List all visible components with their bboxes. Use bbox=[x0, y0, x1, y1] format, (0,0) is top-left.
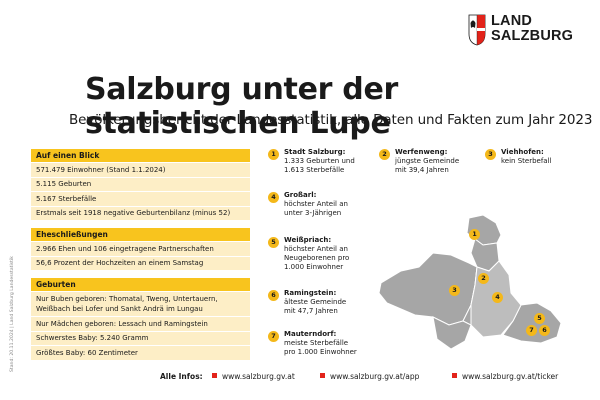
place-detail: 1.613 Sterbefälle bbox=[284, 166, 345, 174]
logo-line-2: SALZBURG bbox=[491, 28, 574, 44]
fact-row: 571.479 Einwohner (Stand 1.1.2024) bbox=[31, 163, 250, 178]
place-name: Werfenweng: bbox=[395, 148, 448, 156]
place-detail: pro 1.000 Einwohner bbox=[284, 348, 357, 356]
place-number-badge: 2 bbox=[379, 149, 390, 160]
map-region-pinzgau-south bbox=[432, 316, 472, 350]
place-detail: mit 47,7 Jahren bbox=[284, 307, 338, 315]
red-square-icon bbox=[212, 373, 217, 378]
place-name: Viehhofen: bbox=[501, 148, 544, 156]
fact-row: Schwerstes Baby: 5.240 Gramm bbox=[31, 331, 250, 346]
red-square-icon bbox=[452, 373, 457, 378]
fact-row: 56,6 Prozent der Hochzeiten an einem Sam… bbox=[31, 256, 250, 271]
map-marker-2: 2 bbox=[478, 273, 489, 284]
place-number-badge: 5 bbox=[268, 237, 279, 248]
land-salzburg-logo: LAND SALZBURG bbox=[468, 14, 588, 52]
place-detail: höchster Anteil an bbox=[284, 245, 348, 253]
place-detail: 1.000 Einwohner bbox=[284, 263, 344, 271]
map-marker-4: 4 bbox=[492, 292, 503, 303]
place-detail: kein Sterbefall bbox=[501, 157, 552, 165]
map-region-pinzgau bbox=[378, 252, 478, 326]
fact-row: 2.966 Ehen und 106 eingetragene Partners… bbox=[31, 242, 250, 257]
section-heading-overview: Auf einen Blick bbox=[31, 149, 250, 163]
place-detail: höchster Anteil an bbox=[284, 200, 348, 208]
coat-of-arms-icon bbox=[468, 14, 486, 46]
place-mauterndorf: 7 Mauterndorf: meiste Sterbefälle pro 1.… bbox=[268, 330, 357, 357]
place-grossarl: 4 Großarl: höchster Anteil an unter 3-Jä… bbox=[268, 191, 348, 218]
footer: Alle Infos: www.salzburg.gv.at www.salzb… bbox=[0, 371, 600, 383]
place-detail: Neugeborenen pro bbox=[284, 254, 350, 262]
place-name: Stadt Salzburg: bbox=[284, 148, 346, 156]
place-name: Mauterndorf: bbox=[284, 330, 337, 338]
place-name: Großarl: bbox=[284, 191, 317, 199]
state-outline-map bbox=[378, 214, 562, 350]
places-legend: 1 Stadt Salzburg: 1.333 Geburten und 1.6… bbox=[268, 148, 588, 368]
place-name: Weißpriach: bbox=[284, 236, 332, 244]
place-ramingstein: 6 Ramingstein: älteste Gemeinde mit 47,7… bbox=[268, 289, 346, 316]
place-number-badge: 1 bbox=[268, 149, 279, 160]
fact-row: 5.115 Geburten bbox=[31, 177, 250, 192]
place-number-badge: 7 bbox=[268, 331, 279, 342]
footer-link-ticker[interactable]: www.salzburg.gv.at/ticker bbox=[452, 371, 558, 383]
place-number-badge: 4 bbox=[268, 192, 279, 203]
logo-line-1: LAND bbox=[491, 13, 533, 29]
place-detail: jüngste Gemeinde bbox=[395, 157, 460, 165]
source-note: Stand: 20.11.2024 | Land Salzburg Landes… bbox=[10, 256, 15, 372]
map-marker-6: 6 bbox=[539, 325, 550, 336]
fact-row: Erstmals seit 1918 negative Geburtenbila… bbox=[31, 206, 250, 221]
footer-label: Alle Infos: bbox=[160, 372, 203, 381]
place-detail: älteste Gemeinde bbox=[284, 298, 347, 306]
place-detail: 1.333 Geburten und bbox=[284, 157, 355, 165]
place-detail: unter 3-Jährigen bbox=[284, 209, 342, 217]
place-name: Ramingstein: bbox=[284, 289, 337, 297]
fact-row: Nur Buben geboren: Thomatal, Tweng, Unte… bbox=[31, 292, 250, 317]
footer-link-app[interactable]: www.salzburg.gv.at/app bbox=[320, 371, 419, 383]
page-title: Salzburg unter der statistischen Lupe bbox=[85, 72, 398, 141]
place-viehhofen: 3 Viehhofen: kein Sterbefall bbox=[485, 148, 551, 166]
fact-row: 5.167 Sterbefälle bbox=[31, 192, 250, 207]
salzburg-map: 1 2 3 4 5 6 7 bbox=[371, 213, 571, 368]
map-marker-7: 7 bbox=[526, 325, 537, 336]
section-heading-marriages: Eheschließungen bbox=[31, 228, 250, 242]
section-heading-births: Geburten bbox=[31, 278, 250, 292]
map-marker-1: 1 bbox=[469, 229, 480, 240]
page-subtitle: Bevölkerungsbericht der Landesstatistik,… bbox=[69, 112, 593, 128]
place-detail: mit 39,4 Jahren bbox=[395, 166, 449, 174]
fact-row: Nur Mädchen geboren: Lessach und Ramings… bbox=[31, 317, 250, 332]
logo-wordmark: LAND SALZBURG bbox=[491, 14, 573, 44]
place-werfenweng: 2 Werfenweng: jüngste Gemeinde mit 39,4 … bbox=[379, 148, 459, 175]
red-square-icon bbox=[320, 373, 325, 378]
map-marker-3: 3 bbox=[449, 285, 460, 296]
place-number-badge: 6 bbox=[268, 290, 279, 301]
map-marker-5: 5 bbox=[534, 313, 545, 324]
footer-link-website[interactable]: www.salzburg.gv.at bbox=[212, 371, 295, 383]
fact-row: Größtes Baby: 60 Zentimeter bbox=[31, 346, 250, 361]
facts-table: Auf einen Blick 571.479 Einwohner (Stand… bbox=[31, 149, 250, 361]
place-detail: meiste Sterbefälle bbox=[284, 339, 349, 347]
place-weisspriach: 5 Weißpriach: höchster Anteil an Neugebo… bbox=[268, 236, 349, 272]
place-stadt-salzburg: 1 Stadt Salzburg: 1.333 Geburten und 1.6… bbox=[268, 148, 355, 175]
place-number-badge: 3 bbox=[485, 149, 496, 160]
